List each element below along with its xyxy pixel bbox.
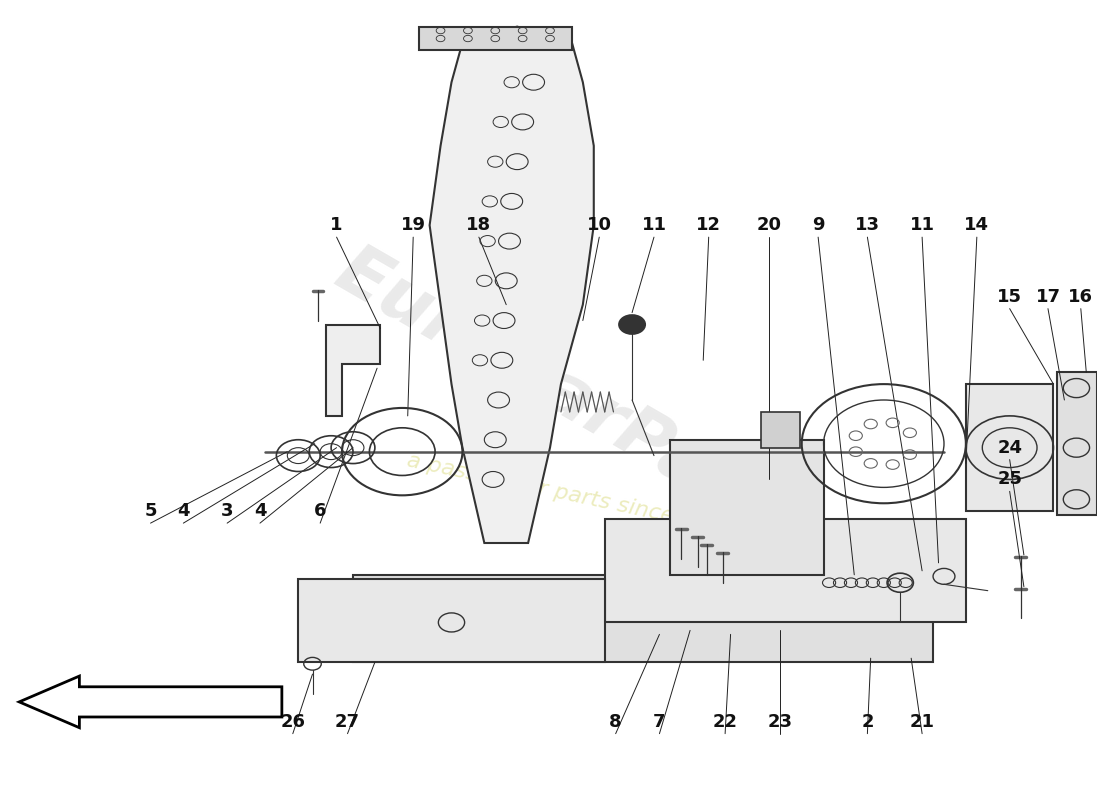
Text: 7: 7 (653, 713, 666, 730)
Text: 11: 11 (641, 216, 667, 234)
Text: 11: 11 (910, 216, 935, 234)
Polygon shape (1057, 372, 1097, 515)
Text: 1: 1 (330, 216, 343, 234)
Text: 8: 8 (609, 713, 622, 730)
Text: 4: 4 (177, 502, 189, 520)
Text: a passion for parts since 1985: a passion for parts since 1985 (405, 450, 738, 540)
Text: 25: 25 (998, 470, 1022, 489)
Text: 20: 20 (757, 216, 781, 234)
FancyArrow shape (19, 676, 282, 728)
Text: 10: 10 (586, 216, 612, 234)
Text: 16: 16 (1068, 288, 1093, 306)
Circle shape (619, 315, 646, 334)
Text: 6: 6 (314, 502, 327, 520)
Text: 27: 27 (336, 713, 360, 730)
Polygon shape (326, 325, 381, 416)
Text: 14: 14 (965, 216, 989, 234)
Text: 9: 9 (812, 216, 824, 234)
Text: 12: 12 (696, 216, 722, 234)
Text: 19: 19 (400, 216, 426, 234)
Text: 5: 5 (144, 502, 157, 520)
Polygon shape (430, 26, 594, 543)
Text: 17: 17 (1035, 288, 1060, 306)
Text: 3: 3 (221, 502, 233, 520)
Polygon shape (605, 519, 966, 622)
Text: 4: 4 (254, 502, 266, 520)
Polygon shape (353, 574, 933, 662)
Text: 26: 26 (280, 713, 306, 730)
Bar (761, 412, 800, 448)
Text: 13: 13 (855, 216, 880, 234)
Text: 2: 2 (861, 713, 873, 730)
Polygon shape (298, 578, 605, 662)
Polygon shape (670, 440, 824, 574)
Text: 24: 24 (998, 438, 1022, 457)
Text: 23: 23 (768, 713, 792, 730)
Text: 22: 22 (713, 713, 738, 730)
Text: EuroCarParts: EuroCarParts (323, 237, 821, 563)
Polygon shape (966, 384, 1054, 511)
Text: 18: 18 (466, 216, 492, 234)
Text: 21: 21 (910, 713, 935, 730)
Polygon shape (419, 26, 572, 50)
Text: 15: 15 (998, 288, 1022, 306)
